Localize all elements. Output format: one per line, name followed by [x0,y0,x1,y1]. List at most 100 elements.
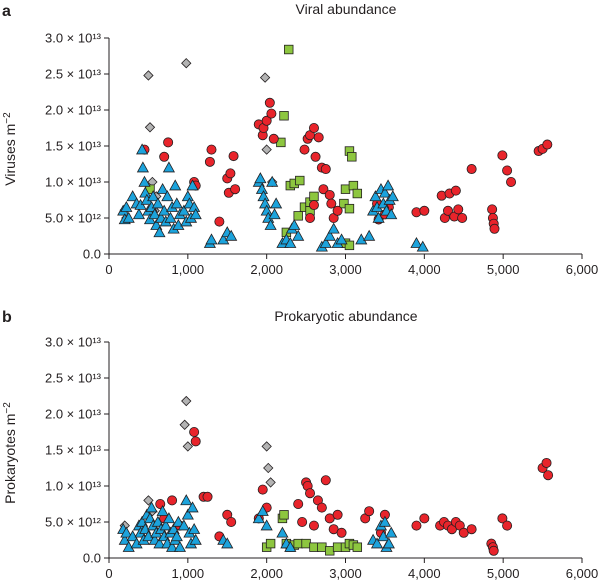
x-tick-label: 3,000 [329,262,362,277]
point-triangle [276,526,289,538]
point-triangle [170,197,183,209]
point-circle [466,524,477,535]
point-triangle [173,540,187,552]
point-circle [257,484,268,495]
point-triangle [126,190,139,202]
point-diamond [261,144,272,155]
point-circle [261,115,272,126]
point-circle [453,204,464,215]
point-triangle [147,190,160,202]
point-triangle [416,240,429,252]
series-triangle [117,494,398,552]
point-triangle [151,197,164,209]
axes-a [108,38,582,255]
point-circle [214,216,225,227]
point-diamond [181,395,192,407]
point-square [348,180,359,191]
point-square [352,542,363,552]
point-triangle [363,229,376,241]
point-circle [489,223,500,234]
point-triangle [153,537,166,549]
point-triangle [256,504,269,516]
y-tick-label: 2.0 × 10¹³ [45,407,102,422]
x-tick-label: 4,000 [408,566,441,581]
point-square [309,542,319,552]
panel-b: b Prokaryotic abundance Prokaryotes m−2 … [2,308,598,581]
point-square [344,203,355,214]
point-triangle [188,522,201,534]
y-tick-label: 1.0 × 10¹³ [45,479,102,494]
point-circle [502,520,513,531]
point-triangle [319,236,332,248]
series-diamond [119,58,278,224]
panel-letter-a: a [2,3,11,20]
point-triangle [169,179,182,191]
point-circle [506,176,517,187]
y-axis-label-a: Viruses m−2 [2,112,18,186]
point-triangle [164,211,177,223]
point-circle [308,520,319,531]
point-triangle [132,208,146,220]
point-triangle [264,218,277,230]
point-triangle [159,519,172,531]
point-triangle [288,218,301,230]
y-tick-label: 5.0 × 10¹² [45,515,102,530]
point-square [339,198,349,209]
y-tick-label: 2.5 × 10¹³ [45,67,102,82]
point-triangle [177,519,190,531]
point-triangle [181,508,194,520]
point-triangle [268,208,281,220]
point-circle [543,470,554,481]
point-circle [268,133,279,144]
point-triangle [177,204,190,216]
point-diamond [259,72,271,83]
point-circle [225,168,236,179]
point-square [301,538,311,549]
point-circle [293,498,304,509]
x-tick-label: 3,000 [329,566,362,581]
y-tick-label: 1.5 × 10¹³ [45,139,102,154]
point-triangle [165,540,179,552]
point-circle [318,184,329,195]
series-triangle [117,143,429,252]
point-triangle [266,175,279,187]
point-triangle [252,512,265,524]
point-triangle [172,515,185,527]
plot-area-b [117,395,554,556]
point-circle [308,123,319,134]
point-circle [542,139,553,150]
point-triangle [120,526,133,538]
point-triangle [122,540,135,552]
point-circle [310,151,321,162]
point-circle [320,475,331,486]
point-triangle [225,229,238,241]
point-square [295,175,305,186]
point-diamond [261,441,272,452]
point-circle [226,517,237,528]
point-triangle [136,161,149,173]
point-triangle [156,182,169,194]
x-tick-label: 5,000 [487,262,520,277]
point-circle [313,132,324,143]
point-triangle [138,175,151,187]
point-triangle [205,233,218,245]
chart-title-a: Viral abundance [296,1,397,17]
point-triangle [381,179,395,191]
y-axis-label-b: Prokaryotes m−2 [2,402,18,504]
point-circle [336,527,347,538]
y-tick-label: 1.5 × 10¹³ [45,443,102,458]
point-circle [502,165,513,176]
point-circle [487,204,498,215]
x-tick-label: 0 [105,566,112,581]
point-triangle [385,208,398,220]
point-circle [189,426,200,437]
x-tick-label: 4,000 [408,262,441,277]
point-circle [167,495,178,506]
point-triangle [335,233,348,245]
point-circle [299,144,310,155]
point-triangle [369,190,382,202]
point-circle [190,436,201,447]
y-tick-label: 3.0 × 10¹³ [45,335,102,350]
point-circle [204,156,215,167]
